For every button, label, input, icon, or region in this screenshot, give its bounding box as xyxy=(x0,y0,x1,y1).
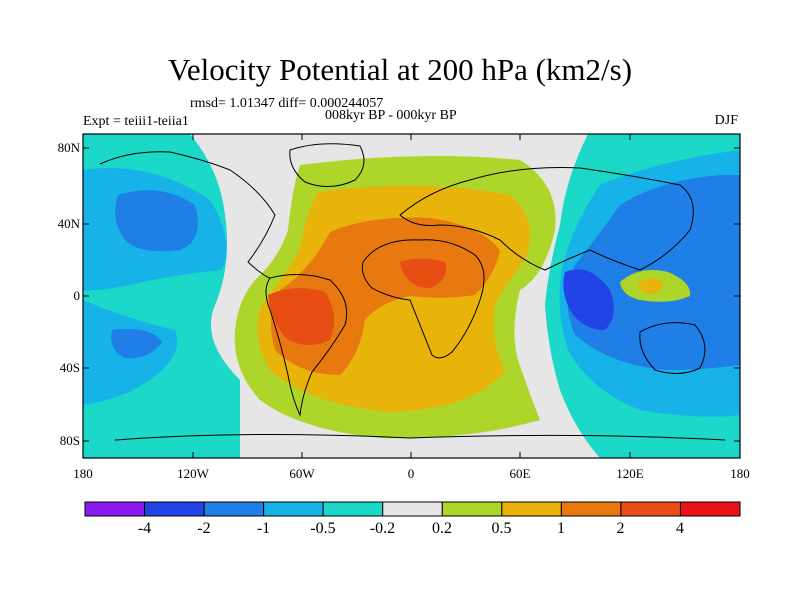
lon-label-0: 0 xyxy=(407,466,415,481)
colorbar-label: -0.5 xyxy=(310,520,336,537)
south-america-coast xyxy=(265,274,348,417)
lon-label-180w: 180 xyxy=(73,466,93,481)
colorbar-swatch xyxy=(441,501,503,517)
lon-label-60w: 60W xyxy=(289,466,315,481)
colorbar-swatch xyxy=(203,501,265,517)
lat-label-0: 0 xyxy=(73,288,81,303)
season-label: DJF xyxy=(714,113,738,128)
colorbar-label: -0.2 xyxy=(369,520,396,537)
colorbar-swatch xyxy=(382,501,443,517)
colorbar-label: -1 xyxy=(256,520,271,537)
australia-coast xyxy=(639,322,706,374)
colorbar-swatch xyxy=(144,501,205,517)
lon-label-180e: 180 xyxy=(730,466,750,481)
period-label: 008kyr BP - 000kyr BP xyxy=(325,108,457,123)
colorbar-swatch xyxy=(84,501,146,517)
colorbar-swatch xyxy=(263,501,324,517)
lat-label-40n: 40N xyxy=(57,216,80,231)
coastlines xyxy=(99,143,726,441)
colorbar-swatch xyxy=(501,501,562,517)
colorbar-swatch xyxy=(560,501,622,517)
colorbar-swatch xyxy=(679,501,741,517)
antarctica-coast xyxy=(114,433,726,441)
lat-label-80s: 80S xyxy=(59,433,80,448)
stats-label: rmsd= 1.01347 diff= 0.000244057 xyxy=(190,96,384,111)
greenland-coast xyxy=(289,143,365,187)
colorbar xyxy=(84,501,741,517)
colorbar-label: 1 xyxy=(557,520,565,537)
map-title: Velocity Potential at 200 hPa (km2/s) xyxy=(167,52,633,87)
colorbar-label: 4 xyxy=(676,520,684,537)
lon-label-120e: 120E xyxy=(616,466,644,481)
colorbar-label: -2 xyxy=(197,520,211,537)
velocity-potential-field xyxy=(83,134,740,458)
colorbar-label: -4 xyxy=(137,520,152,537)
colorbar-label: 2 xyxy=(616,520,625,537)
colorbar-swatch xyxy=(620,501,681,517)
north-america-coast xyxy=(99,151,276,279)
lat-label-80n: 80N xyxy=(57,140,80,155)
lon-label-120w: 120W xyxy=(177,466,209,481)
colorbar-swatch xyxy=(322,501,384,517)
eurasia-coast xyxy=(399,167,694,271)
colorbar-label: 0.5 xyxy=(491,520,512,537)
lat-label-40s: 40S xyxy=(59,360,80,375)
africa-coast xyxy=(361,239,485,359)
lon-label-60e: 60E xyxy=(509,466,531,481)
map-ticks xyxy=(82,134,741,458)
colorbar-label: 0.2 xyxy=(432,520,452,537)
experiment-label: Expt = teiii1-teiia1 xyxy=(83,114,189,129)
